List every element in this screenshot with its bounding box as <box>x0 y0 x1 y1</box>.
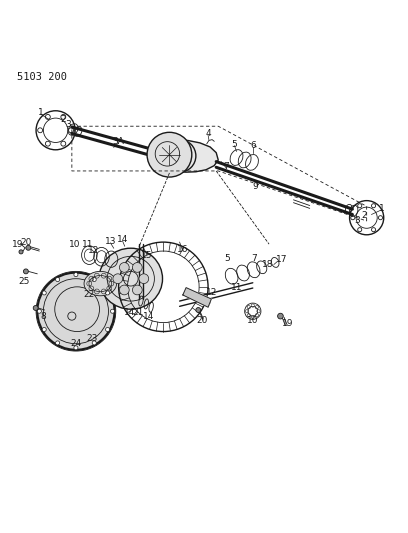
Text: 12: 12 <box>88 246 99 255</box>
Circle shape <box>196 308 201 312</box>
Circle shape <box>55 278 60 281</box>
Text: 4: 4 <box>205 130 211 139</box>
Circle shape <box>37 309 41 313</box>
Text: 7: 7 <box>252 254 257 263</box>
Circle shape <box>139 274 149 284</box>
Text: 5: 5 <box>224 254 230 263</box>
Text: 2: 2 <box>60 115 66 124</box>
Circle shape <box>106 291 110 295</box>
Text: 23: 23 <box>86 334 98 343</box>
Text: 8: 8 <box>40 312 46 321</box>
Circle shape <box>33 305 38 310</box>
Text: 17: 17 <box>275 255 287 264</box>
Polygon shape <box>166 141 218 172</box>
Text: 16: 16 <box>177 245 188 254</box>
Circle shape <box>120 263 129 272</box>
Text: 19: 19 <box>282 319 293 328</box>
Text: 3: 3 <box>354 216 360 225</box>
Text: 1: 1 <box>379 204 385 213</box>
Text: 10: 10 <box>69 240 81 249</box>
Text: 20: 20 <box>20 238 31 247</box>
Text: 21: 21 <box>133 308 144 317</box>
Circle shape <box>26 245 31 250</box>
Text: 19: 19 <box>12 240 24 249</box>
Circle shape <box>113 274 123 284</box>
Text: 15: 15 <box>140 251 152 260</box>
Text: 24: 24 <box>70 340 82 348</box>
Text: 18: 18 <box>262 260 273 269</box>
Text: 25: 25 <box>19 278 30 286</box>
Circle shape <box>92 341 96 345</box>
Circle shape <box>133 263 142 272</box>
Text: 14: 14 <box>124 308 135 317</box>
Text: 20: 20 <box>197 316 208 325</box>
Text: 1: 1 <box>38 108 43 117</box>
Text: 12: 12 <box>206 288 218 297</box>
Text: 13: 13 <box>105 237 116 246</box>
Circle shape <box>42 291 46 295</box>
Circle shape <box>37 272 115 350</box>
Circle shape <box>74 272 78 277</box>
Circle shape <box>111 309 115 313</box>
Text: 14: 14 <box>144 312 155 321</box>
Text: 11: 11 <box>82 240 94 249</box>
Text: 5103 200: 5103 200 <box>17 72 67 82</box>
Circle shape <box>147 132 192 177</box>
Ellipse shape <box>84 271 117 296</box>
Text: 6: 6 <box>250 141 256 150</box>
Polygon shape <box>183 288 211 307</box>
Text: 22: 22 <box>84 289 95 298</box>
Circle shape <box>24 269 28 274</box>
Circle shape <box>106 327 110 332</box>
Circle shape <box>55 341 60 345</box>
Text: 11: 11 <box>231 283 242 292</box>
Circle shape <box>92 278 96 281</box>
Circle shape <box>42 327 46 332</box>
Text: 5: 5 <box>232 140 237 149</box>
Circle shape <box>19 250 23 254</box>
Ellipse shape <box>99 248 162 309</box>
Circle shape <box>74 346 78 350</box>
Circle shape <box>133 285 142 295</box>
Text: 9: 9 <box>252 182 258 191</box>
Text: 10: 10 <box>247 316 259 325</box>
Text: 14: 14 <box>117 235 129 244</box>
Text: 3: 3 <box>66 120 71 128</box>
Circle shape <box>120 285 129 295</box>
Text: 7: 7 <box>224 163 229 172</box>
Text: 3A: 3A <box>113 137 124 146</box>
Text: 2: 2 <box>362 211 368 220</box>
Circle shape <box>277 313 283 319</box>
